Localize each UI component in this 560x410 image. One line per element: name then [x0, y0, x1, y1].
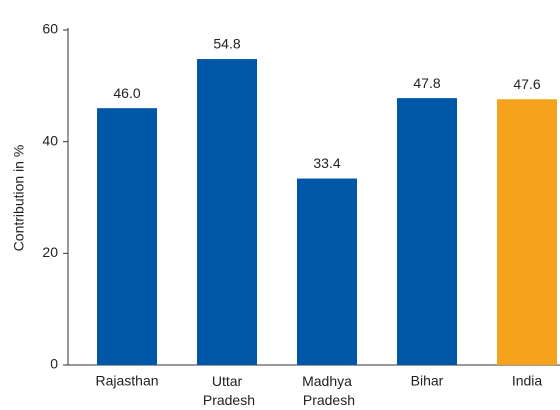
- bar: [397, 98, 457, 365]
- bar: [97, 108, 157, 366]
- y-tick-label: 20: [42, 244, 58, 260]
- y-axis-label: Contribution in %: [11, 145, 27, 252]
- x-tick-label: Uttar Pradesh: [199, 373, 255, 408]
- value-label: 46.0: [113, 85, 140, 101]
- x-tick-label: Madhya Pradesh: [299, 373, 355, 408]
- value-label: 47.8: [413, 75, 440, 91]
- bar: [497, 99, 557, 365]
- bar: [297, 178, 357, 365]
- value-label: 54.8: [213, 36, 240, 52]
- y-tick-label: 0: [50, 356, 58, 372]
- x-tick-label: India: [512, 373, 543, 389]
- x-tick-label: Bihar: [411, 373, 444, 389]
- x-tick-label: Rajasthan: [95, 373, 158, 389]
- y-tick-label: 60: [42, 21, 58, 37]
- value-label: 47.6: [513, 76, 540, 92]
- y-tick-label: 40: [42, 132, 58, 148]
- value-label: 33.4: [313, 155, 340, 171]
- bar: [197, 59, 257, 366]
